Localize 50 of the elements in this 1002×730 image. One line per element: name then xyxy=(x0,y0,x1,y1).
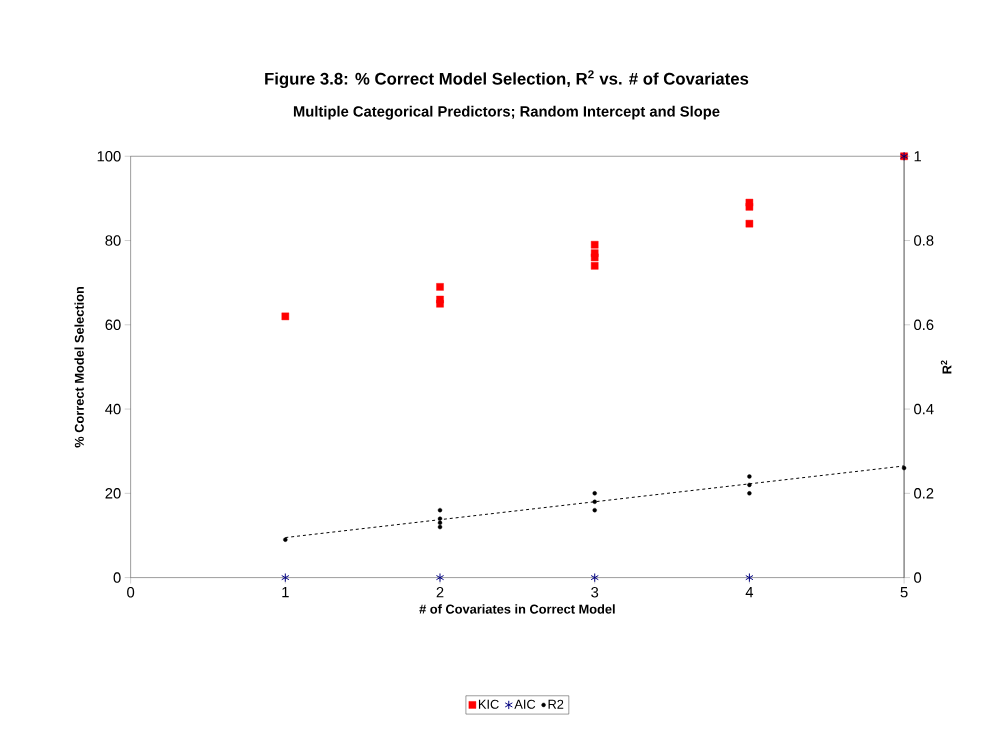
y2-tick-label: 0.2 xyxy=(914,488,934,499)
point xyxy=(592,499,597,504)
point xyxy=(281,573,290,583)
x-tick-label: 3 xyxy=(591,587,599,598)
point xyxy=(745,573,754,583)
point xyxy=(590,253,599,262)
y-tick-label: 0 xyxy=(113,572,121,583)
x-tick-label: 0 xyxy=(127,587,135,598)
point xyxy=(592,491,597,496)
y-tick-label: 100 xyxy=(97,151,121,162)
y2-tick-label: 0 xyxy=(914,572,922,583)
x-axis-title: # of Covariates in Correct Model xyxy=(419,604,615,614)
y2-tick-label: 0.6 xyxy=(914,319,934,331)
point xyxy=(281,312,290,321)
legend-label: KIC xyxy=(478,699,499,709)
x-tick-label: 2 xyxy=(436,587,444,598)
y2-tick-label: 0.4 xyxy=(914,403,934,415)
x-tick-label: 4 xyxy=(745,587,754,598)
point xyxy=(745,219,754,228)
point xyxy=(747,482,752,488)
x-tick-label: 5 xyxy=(900,587,908,598)
y-axis-title: % Correct Model Selection xyxy=(74,286,84,448)
point xyxy=(437,520,443,526)
legend-label: AIC xyxy=(514,699,536,709)
point xyxy=(590,262,599,270)
y2-tick-label: 1 xyxy=(914,151,921,162)
y2-tick-label: 0.8 xyxy=(914,235,934,246)
y-tick-label: 80 xyxy=(105,235,121,246)
chart-subtitle: Multiple Categorical Predictors; Random Intercept and Slope xyxy=(293,105,720,120)
point xyxy=(747,491,752,496)
point xyxy=(747,474,752,479)
y2-axis-title: R$^{2}$ xyxy=(940,360,952,374)
point xyxy=(437,524,443,530)
point xyxy=(283,537,288,542)
chart-title: Figure 3.8: % Correct Model Selection, R$^{2}$ vs. # of Covariates xyxy=(265,70,749,89)
y-tick-label: 40 xyxy=(105,403,121,415)
y-tick-label: 20 xyxy=(105,488,121,499)
point xyxy=(435,573,445,583)
point xyxy=(436,283,444,291)
point xyxy=(590,573,599,583)
point xyxy=(437,508,443,513)
y-tick-label: 60 xyxy=(105,319,121,331)
x-tick-label: 1 xyxy=(282,587,289,598)
point xyxy=(436,300,444,308)
point xyxy=(745,203,754,211)
point xyxy=(590,241,599,249)
point xyxy=(437,516,443,521)
point xyxy=(592,508,597,513)
point xyxy=(901,465,907,471)
legend-label: R2 xyxy=(548,699,564,709)
